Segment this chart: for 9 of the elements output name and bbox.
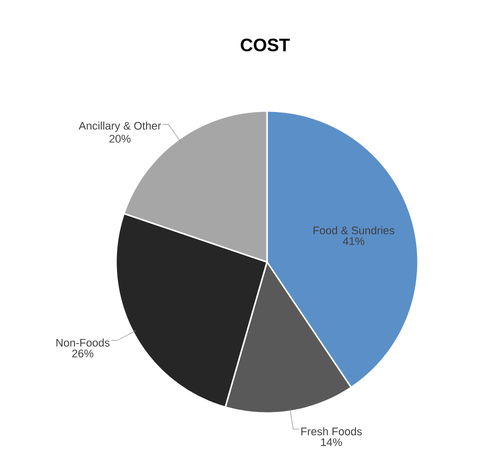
chart-title: COST xyxy=(240,38,290,52)
data-label: 14% xyxy=(321,438,342,446)
slice-label: Non-Foods xyxy=(56,338,110,347)
data-label: 26% xyxy=(72,350,94,358)
data-label: 41% xyxy=(342,237,364,245)
data-label: 20% xyxy=(109,134,131,143)
slice-label: Ancillary & Other xyxy=(78,122,162,132)
slice-label: Fresh Foods xyxy=(301,427,362,436)
slice-label: Food & Sundries xyxy=(314,226,394,234)
